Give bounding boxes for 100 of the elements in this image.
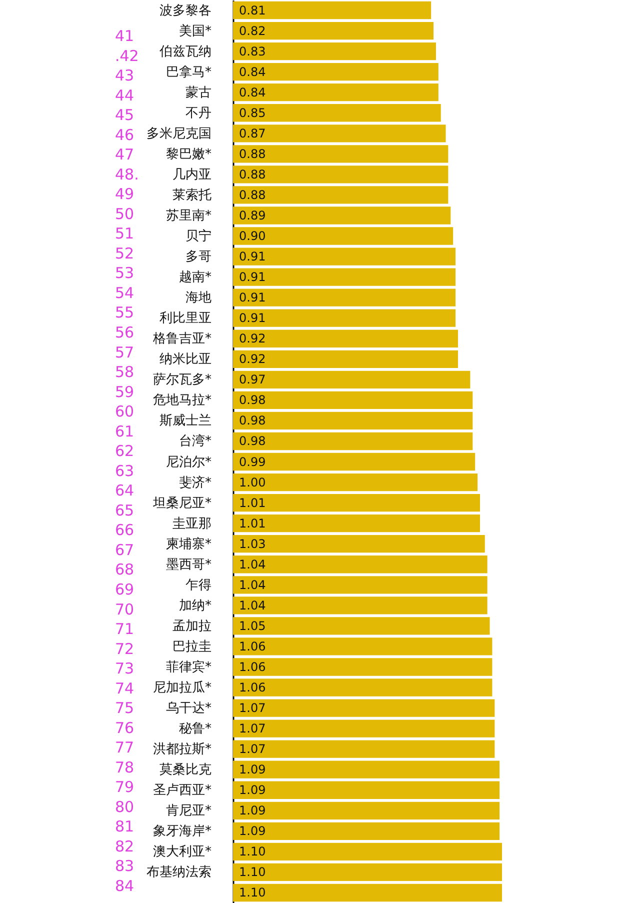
data-label: 1.07: [239, 742, 266, 756]
bar: [233, 720, 495, 738]
data-label: 1.09: [239, 762, 266, 777]
y-tick-label: 巴拉圭: [172, 639, 212, 654]
data-label: 1.04: [239, 557, 266, 572]
y-tick-label: 布基纳法索: [146, 865, 212, 880]
y-tick-label: 巴拿马*: [166, 64, 212, 80]
y-tick-label: 萨尔瓦多*: [153, 372, 212, 388]
data-label: 0.90: [239, 229, 266, 244]
text: 43: [115, 66, 134, 85]
text: 80: [115, 798, 134, 816]
text: 49: [115, 185, 134, 204]
bar: [233, 494, 480, 512]
y-tick-label: 美国*: [179, 22, 212, 39]
data-label: 1.04: [239, 598, 266, 612]
y-tick-label: 利比里亚: [160, 311, 212, 326]
text: 78: [115, 758, 134, 776]
bar: [233, 288, 456, 306]
bar: [233, 658, 492, 676]
y-tick-label: 格鲁吉亚*: [152, 332, 212, 347]
text: 76: [115, 718, 134, 737]
data-label: 1.06: [239, 639, 266, 654]
bar: [233, 22, 434, 40]
bar: [233, 145, 448, 163]
y-tick-label: 不丹: [186, 106, 212, 121]
data-label: 1.07: [239, 722, 266, 736]
text: 82: [115, 837, 134, 856]
y-tick-label: 乍得: [186, 578, 212, 593]
y-tick-label: 莫桑比克: [160, 762, 212, 778]
text: 50: [115, 204, 134, 223]
bar: [233, 781, 500, 799]
bar: [233, 617, 490, 635]
y-tick-label: 几内亚: [172, 167, 212, 182]
data-label: 0.85: [239, 106, 266, 120]
y-tick-label: 伯兹瓦纳: [158, 44, 212, 60]
text: 62: [115, 442, 134, 460]
data-label: 0.98: [239, 414, 266, 428]
bar: [233, 514, 480, 532]
text: 45: [115, 106, 134, 124]
bar: [233, 227, 454, 245]
data-label: 0.98: [239, 393, 266, 408]
bar: [233, 206, 451, 224]
text: 46: [115, 126, 134, 144]
y-tick-label: 坦桑尼亚*: [152, 496, 212, 511]
bar: [233, 556, 488, 574]
y-tick-label: 墨西哥*: [166, 557, 212, 572]
y-tick-label: 澳大利亚*: [153, 844, 212, 860]
text: 65: [115, 501, 134, 520]
data-label: 0.89: [239, 208, 266, 222]
data-label: 0.81: [239, 3, 266, 18]
data-label: 0.92: [239, 352, 266, 366]
y-tick-label: 尼泊尔*: [166, 454, 212, 470]
y-tick-label: 加纳*: [179, 598, 212, 614]
text: 52: [115, 244, 134, 262]
bar: [233, 268, 456, 286]
text: 81: [115, 818, 134, 836]
y-tick-label: 贝宁: [186, 228, 212, 244]
data-label: 1.00: [239, 475, 266, 490]
data-label: 0.98: [239, 434, 266, 448]
text: 55: [115, 304, 134, 322]
y-tick-label: 斐济*: [179, 475, 212, 490]
bar: [233, 124, 446, 142]
y-tick-label: 多哥: [186, 250, 212, 265]
data-label: 1.04: [239, 578, 266, 592]
data-label: 1.09: [239, 824, 266, 838]
bar: [233, 884, 502, 902]
bar: [233, 186, 448, 204]
data-label: 0.87: [239, 126, 266, 140]
y-tick-label: 多米尼克国: [146, 126, 212, 142]
y-tick-label: 海地: [186, 290, 212, 306]
data-label: 0.92: [239, 332, 266, 346]
data-label: 0.91: [239, 250, 266, 264]
text: 51: [115, 224, 134, 243]
y-tick-label: 圣卢西亚*: [153, 783, 212, 798]
bar: [233, 63, 438, 81]
text: 48.: [115, 165, 139, 184]
bar: [233, 412, 473, 430]
data-label: 1.06: [239, 660, 266, 674]
y-tick-label: 苏里南*: [166, 208, 212, 224]
text: 61: [115, 422, 134, 440]
data-label: 0.91: [239, 311, 266, 326]
y-tick-label: 尼加拉瓜*: [153, 680, 212, 696]
data-label: 0.88: [239, 167, 266, 182]
y-tick-label: 秘鲁*: [179, 722, 212, 737]
data-label: 1.05: [239, 618, 266, 633]
bar: [233, 842, 502, 861]
bar: [233, 248, 456, 266]
data-label: 0.84: [239, 85, 266, 100]
bar: [233, 473, 478, 492]
data-label: 1.09: [239, 804, 266, 818]
y-tick-label: 斯威士兰: [160, 414, 212, 429]
data-label: 1.03: [239, 536, 266, 551]
text: 66: [115, 521, 134, 540]
bar: [233, 104, 441, 122]
text: 54: [115, 284, 134, 302]
data-label: 0.83: [239, 44, 266, 58]
bar: [233, 391, 473, 410]
y-tick-label: 洪都拉斯*: [153, 742, 212, 758]
bar: [233, 350, 458, 368]
data-label: 1.01: [239, 516, 266, 530]
